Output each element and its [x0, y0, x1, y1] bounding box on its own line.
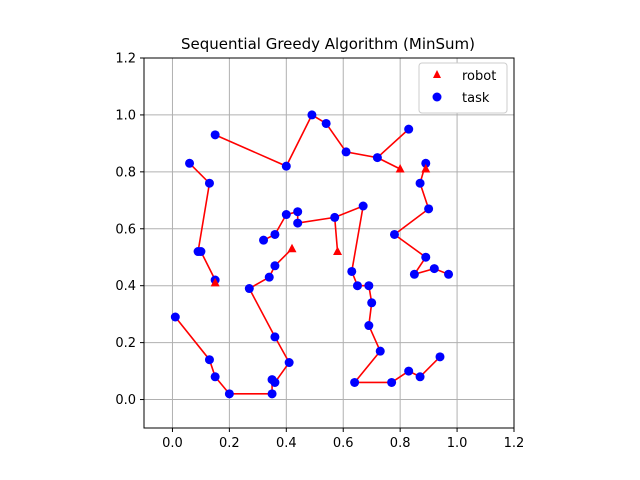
- task-point: [372, 153, 382, 163]
- y-axis-ticks: 0.0 0.2 0.4 0.6 0.8 1.0 1.2: [115, 52, 144, 408]
- task-point: [404, 124, 414, 134]
- task-point: [415, 178, 425, 188]
- task-point: [421, 158, 431, 168]
- task-point: [429, 264, 439, 274]
- robot-point: [395, 164, 405, 173]
- route-lines: [174, 113, 449, 395]
- task-point: [364, 281, 374, 291]
- task-point: [341, 147, 351, 157]
- robot-point: [421, 164, 431, 173]
- task-point: [204, 355, 214, 365]
- task-point: [267, 389, 277, 399]
- task-point: [293, 207, 303, 217]
- plot-frame: [143, 57, 515, 429]
- task-point: [270, 261, 280, 271]
- task-point: [210, 130, 220, 140]
- x-tick-label: 1.0: [447, 436, 468, 451]
- task-point: [352, 281, 362, 291]
- task-point: [421, 252, 431, 262]
- task-point: [281, 161, 291, 171]
- task-point: [387, 377, 397, 387]
- task-point: [321, 118, 331, 128]
- robot-point: [287, 243, 297, 253]
- robot-markers: [210, 164, 431, 287]
- task-point: [435, 352, 445, 362]
- task-point: [210, 372, 220, 382]
- task-point: [224, 389, 234, 399]
- x-tick-label: 0.0: [162, 436, 183, 451]
- x-tick-label: 0.8: [390, 436, 411, 451]
- task-point: [193, 247, 203, 257]
- task-point: [404, 366, 414, 376]
- robot-point: [333, 246, 343, 256]
- route-line: [333, 204, 441, 384]
- task-point: [330, 212, 340, 222]
- task-point: [444, 269, 454, 279]
- legend-box: [418, 62, 508, 114]
- y-tick-label: 0.0: [115, 393, 136, 408]
- legend-robot-label: robot: [462, 69, 496, 84]
- legend-task-icon: [432, 92, 442, 102]
- y-tick-label: 0.6: [115, 222, 136, 237]
- task-point: [389, 229, 399, 239]
- y-tick-label: 0.2: [115, 336, 136, 351]
- task-point: [375, 346, 385, 356]
- route-line: [174, 248, 293, 395]
- task-point: [284, 358, 294, 368]
- task-point: [264, 272, 274, 282]
- task-point: [358, 201, 368, 211]
- x-axis-ticks: 0.0 0.2 0.4 0.6 0.8 1.0 1.2: [162, 428, 524, 451]
- task-point: [185, 158, 195, 168]
- chart-title: Sequential Greedy Algorithm (MinSum): [181, 35, 475, 53]
- task-point: [409, 269, 419, 279]
- x-tick-label: 1.2: [504, 436, 525, 451]
- task-point: [244, 284, 254, 294]
- task-point: [424, 204, 434, 214]
- task-markers: [170, 110, 454, 399]
- x-tick-label: 0.4: [276, 436, 297, 451]
- x-tick-label: 0.2: [219, 436, 240, 451]
- x-tick-label: 0.6: [333, 436, 354, 451]
- task-point: [281, 210, 291, 220]
- task-point: [364, 321, 374, 331]
- task-point: [293, 218, 303, 228]
- legend-task-label: task: [462, 91, 490, 106]
- task-point: [350, 377, 360, 387]
- task-point: [347, 266, 357, 276]
- task-point: [270, 229, 280, 239]
- robot-point: [210, 277, 220, 287]
- task-point: [170, 312, 180, 322]
- task-point: [259, 235, 269, 245]
- legend-robot-icon: [433, 70, 441, 78]
- legend: robot task: [418, 62, 508, 114]
- task-point: [204, 178, 214, 188]
- task-point: [307, 110, 317, 120]
- y-tick-label: 0.4: [115, 279, 136, 294]
- task-point: [270, 332, 280, 342]
- task-point: [267, 375, 277, 385]
- y-tick-label: 1.0: [115, 108, 136, 123]
- task-point: [415, 372, 425, 382]
- task-point: [367, 298, 377, 308]
- y-tick-label: 0.8: [115, 165, 136, 180]
- y-tick-label: 1.2: [115, 52, 136, 67]
